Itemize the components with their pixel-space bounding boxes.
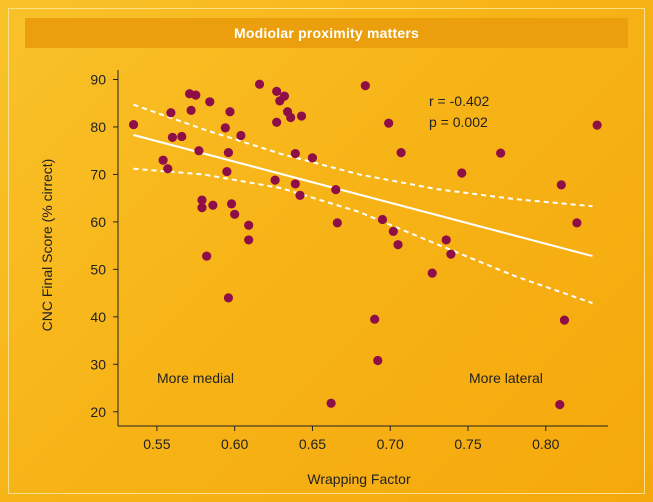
data-point [555, 400, 565, 410]
data-point [208, 200, 218, 210]
data-point [307, 153, 318, 163]
data-point [373, 355, 383, 366]
data-point [296, 111, 307, 121]
y-tick-label: 20 [90, 404, 106, 420]
data-point [194, 146, 204, 156]
axes [117, 70, 608, 427]
title-bar: Modiolar proximity matters [25, 18, 628, 48]
data-point [331, 185, 341, 195]
data-point [496, 148, 506, 158]
x-tick-label: 0.60 [221, 436, 248, 452]
data-point [446, 249, 456, 259]
ci-upper-line [133, 103, 593, 208]
data-point [393, 240, 403, 250]
data-point [384, 118, 394, 128]
y-tick-label: 90 [90, 71, 106, 87]
chart-title: Modiolar proximity matters [234, 25, 419, 41]
data-point [254, 79, 265, 89]
data-point [377, 214, 388, 225]
x-tick-label: 0.55 [143, 436, 170, 452]
stat-p: p = 0.002 [429, 114, 488, 130]
data-point [167, 132, 178, 143]
x-tick-label: 0.70 [377, 436, 404, 452]
y-tick-label: 30 [90, 356, 106, 372]
data-point [220, 123, 230, 133]
stat-r: r = -0.402 [429, 93, 490, 109]
data-point [592, 120, 602, 130]
y-axis-label: CNC Final Score (% cirrect) [39, 159, 55, 332]
data-point [559, 315, 570, 325]
data-point [225, 107, 235, 117]
data-point [441, 235, 451, 245]
x-axis-label: Wrapping Factor [307, 471, 411, 487]
data-point [177, 131, 187, 142]
data-point [205, 97, 215, 107]
y-tick-label: 60 [90, 214, 106, 230]
data-point [572, 218, 582, 228]
data-point [270, 175, 280, 185]
data-point [556, 180, 566, 190]
y-tick-label: 50 [90, 261, 106, 277]
data-point [279, 91, 290, 101]
data-point [272, 117, 282, 127]
data-point [290, 179, 300, 189]
data-point [226, 199, 237, 209]
data-point [427, 268, 437, 278]
data-point [332, 218, 342, 228]
data-point [295, 190, 305, 200]
data-point [370, 314, 380, 324]
data-point [244, 220, 254, 230]
more-lateral-label: More lateral [469, 370, 543, 386]
data-point [326, 398, 336, 408]
y-tick-label: 40 [90, 309, 106, 325]
x-tick-label: 0.75 [454, 436, 481, 452]
data-point [388, 226, 398, 236]
data-point [158, 155, 168, 165]
data-point [360, 81, 370, 91]
data-point [223, 147, 234, 158]
data-point [230, 209, 240, 219]
data-point [128, 119, 139, 130]
data-point [197, 195, 207, 205]
data-point [163, 164, 173, 174]
y-tick-label: 80 [90, 119, 106, 135]
regression-line [133, 134, 593, 258]
data-point [186, 105, 196, 115]
y-tick-label: 70 [90, 166, 106, 182]
ci-lower-line [133, 167, 593, 305]
data-point [191, 90, 201, 100]
more-medial-label: More medial [157, 370, 234, 386]
data-point [222, 166, 232, 177]
chart-frame [8, 8, 645, 494]
data-point [272, 86, 282, 96]
data-point [197, 203, 207, 213]
data-point [290, 148, 300, 159]
x-tick-label: 0.65 [299, 436, 326, 452]
data-point [166, 108, 176, 118]
data-point [223, 293, 234, 303]
data-point [396, 147, 406, 158]
x-tick-label: 0.80 [532, 436, 559, 452]
data-point [236, 130, 246, 141]
data-point [286, 112, 296, 123]
data-point [244, 235, 254, 245]
data-point [202, 251, 212, 261]
data-point [457, 168, 467, 178]
